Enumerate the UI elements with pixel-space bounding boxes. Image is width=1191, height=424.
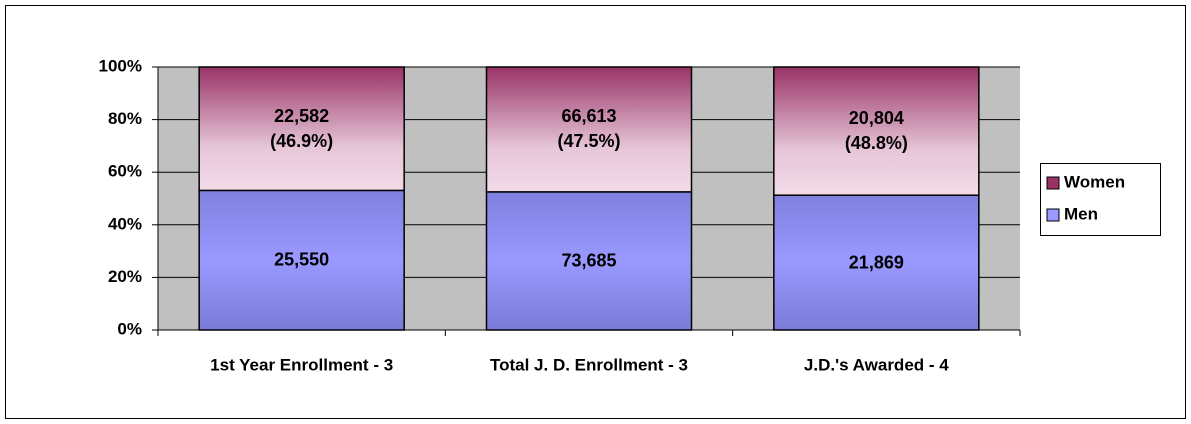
x-tick-label: Total J. D. Enrollment - 3 xyxy=(490,355,688,374)
bar-segment xyxy=(773,194,980,331)
y-tick-label: 80% xyxy=(108,109,142,128)
bar-segment xyxy=(198,66,405,192)
value-label: 22,582 (46.9%) xyxy=(270,105,334,151)
legend-swatch xyxy=(1046,176,1060,190)
x-tick-label: J.D.'s Awarded - 4 xyxy=(804,355,949,374)
y-tick-label: 0% xyxy=(117,319,142,338)
y-tick-label: 20% xyxy=(108,267,142,286)
value-label: 25,550 xyxy=(274,249,330,270)
y-tick-label: 40% xyxy=(108,214,142,233)
bar-segment xyxy=(773,66,980,196)
bar-segment xyxy=(198,189,405,331)
y-tick-label: 100% xyxy=(99,56,142,75)
legend-box xyxy=(1040,163,1161,236)
bar-segment xyxy=(485,66,693,193)
legend-swatch xyxy=(1046,208,1060,222)
x-tick-label: 1st Year Enrollment - 3 xyxy=(210,355,393,374)
value-label: 66,613 (47.5%) xyxy=(557,106,621,152)
y-tick-label: 60% xyxy=(108,162,142,181)
legend-label: Men xyxy=(1064,204,1098,223)
value-label: 20,804 (48.8%) xyxy=(844,108,908,154)
value-label: 73,685 xyxy=(561,250,617,271)
legend-label: Women xyxy=(1064,172,1125,191)
value-label: 21,869 xyxy=(848,252,904,273)
